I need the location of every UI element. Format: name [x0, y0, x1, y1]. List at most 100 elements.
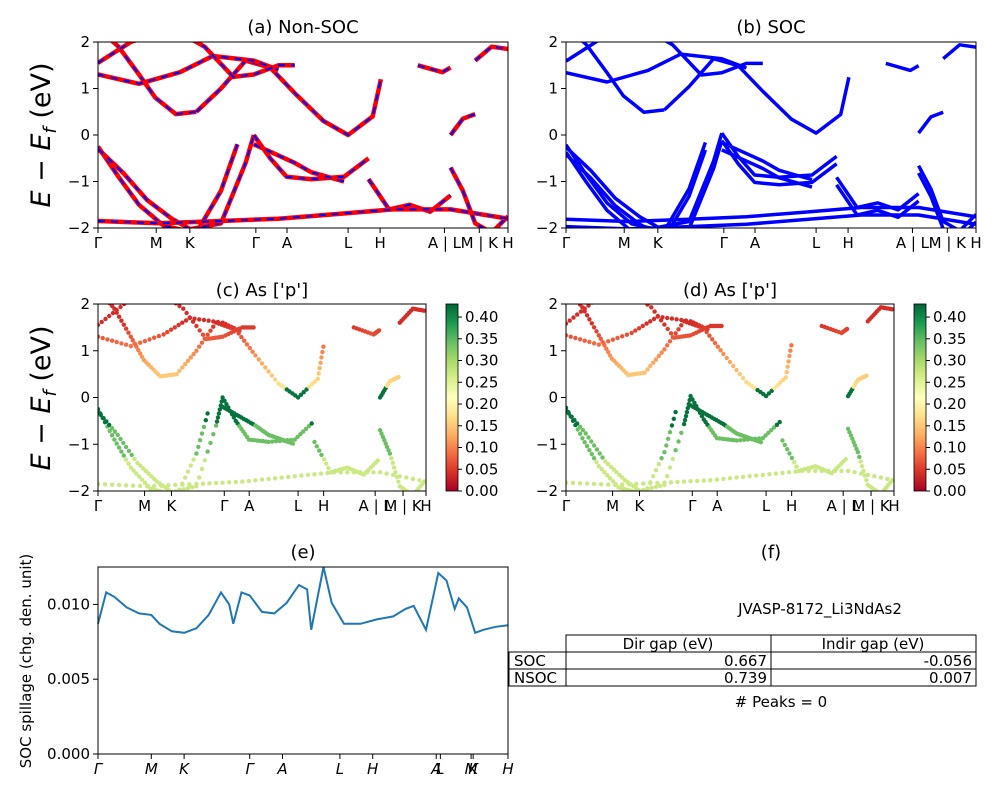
x-tick-label: A: [750, 234, 761, 252]
panel-d-colorbar-ticks: 0.40 0.35 0.30 0.25 0.20 0.15 0.10 0.05 0.00: [926, 308, 966, 500]
proj-point: [421, 308, 426, 313]
y-tick-label: 1: [548, 80, 558, 98]
proj-point: [220, 480, 225, 485]
proj-point: [851, 440, 856, 445]
proj-point: [624, 332, 630, 337]
panel-e-frame: [97, 566, 509, 755]
x-tick-label: M: [150, 234, 163, 252]
proj-point: [785, 364, 790, 369]
panel-a-title: (a) Non-SOC: [247, 17, 358, 38]
proj-point: [216, 411, 222, 416]
proj-point: [191, 351, 196, 357]
proj-point: [318, 471, 324, 476]
y-tick-label: 0: [80, 126, 90, 144]
proj-point: [651, 360, 656, 365]
proj-point: [292, 437, 297, 442]
proj-point: [203, 418, 208, 423]
proj-point: [673, 448, 678, 453]
y-tick-label: 0: [548, 389, 558, 407]
band-nsoc: [448, 111, 476, 137]
proj-point: [391, 465, 397, 470]
proj-point: [682, 417, 688, 423]
proj-point: [591, 341, 597, 346]
proj-point: [571, 315, 576, 320]
proj-point: [874, 489, 880, 491]
proj-point: [659, 350, 664, 355]
proj-point: [653, 357, 659, 362]
proj-point: [224, 402, 229, 407]
x-tick-label: L: [344, 234, 353, 252]
proj-point: [852, 443, 858, 448]
proj-point: [599, 467, 604, 472]
proj-point: [152, 335, 157, 340]
band-soc: [720, 132, 838, 180]
x-tick-label: H: [502, 760, 513, 778]
panel-e-line: [97, 566, 509, 635]
band-soc: [566, 52, 748, 84]
proj-point: [568, 334, 573, 339]
proj-point: [643, 304, 645, 305]
proj-point: [177, 368, 182, 373]
proj-point: [777, 419, 782, 425]
proj-point: [404, 475, 409, 480]
proj-point: [123, 457, 129, 462]
proj-point: [201, 317, 207, 323]
proj-point: [119, 341, 124, 346]
proj-point: [620, 334, 625, 339]
proj-point: [789, 343, 794, 348]
proj-point: [701, 478, 706, 483]
proj-point: [582, 338, 587, 343]
proj-point: [580, 436, 585, 441]
y-tick-label: 0.010: [47, 595, 90, 613]
proj-point: [211, 319, 216, 324]
proj-point: [845, 426, 851, 431]
x-tick-label: Γ: [94, 497, 103, 515]
proj-point: [800, 468, 805, 474]
x-tick-label: H: [420, 497, 431, 515]
proj-point: [785, 447, 790, 452]
proj-point: [405, 489, 410, 491]
proj-point: [786, 470, 792, 475]
proj-point: [858, 459, 863, 464]
proj-point: [727, 359, 733, 365]
proj-point: [199, 466, 205, 472]
proj-point: [128, 465, 133, 470]
proj-point: [738, 438, 743, 443]
proj-point: [316, 371, 321, 376]
proj-point: [318, 360, 323, 365]
proj-point: [589, 439, 594, 444]
colorbar-tick-label: 0.05: [933, 460, 966, 478]
proj-point: [301, 429, 306, 434]
proj-point: [122, 304, 127, 307]
proj-point: [266, 476, 271, 482]
proj-point: [688, 479, 693, 484]
proj-point: [102, 482, 108, 487]
proj-point: [326, 465, 331, 471]
proj-point: [383, 441, 388, 446]
proj-point: [295, 434, 300, 440]
proj-point: [855, 450, 861, 455]
proj-point: [121, 322, 127, 327]
colorbar-tick-label: 0.40: [933, 308, 966, 326]
proj-point: [114, 339, 119, 345]
x-tick-label: Γ: [94, 234, 103, 252]
y-tick-label: 0.000: [47, 745, 90, 763]
colorbar-tick-label: 0.40: [465, 308, 498, 326]
proj-point: [172, 492, 176, 496]
proj-point: [611, 467, 616, 472]
proj-point: [384, 444, 390, 450]
proj-point: [222, 398, 227, 403]
x-tick-label: K: [468, 760, 479, 778]
y-tick-label: −2: [536, 482, 558, 500]
proj-point: [603, 459, 608, 464]
proj-point: [566, 321, 569, 326]
proj-point: [314, 444, 319, 449]
proj-point: [586, 435, 591, 440]
proj-point: [136, 347, 141, 353]
proj-point: [620, 475, 625, 480]
proj-point: [636, 488, 642, 491]
y-tick-label: 1: [80, 342, 90, 360]
y-tick-label: 0: [80, 389, 90, 407]
proj-point: [142, 338, 148, 344]
proj-point: [231, 415, 237, 420]
